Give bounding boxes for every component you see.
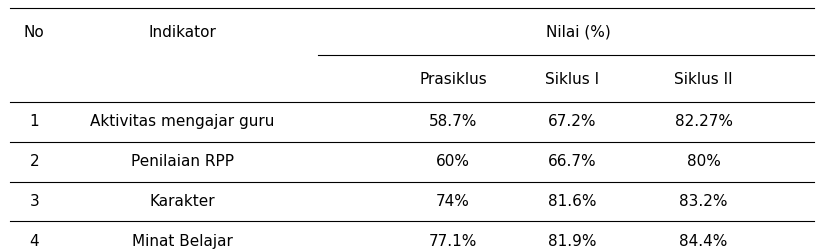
- Text: 58.7%: 58.7%: [428, 114, 477, 130]
- Text: 81.9%: 81.9%: [548, 234, 597, 249]
- Text: Penilaian RPP: Penilaian RPP: [130, 154, 233, 169]
- Text: Aktivitas mengajar guru: Aktivitas mengajar guru: [90, 114, 274, 130]
- Text: 1: 1: [30, 114, 39, 130]
- Text: No: No: [24, 25, 44, 40]
- Text: 83.2%: 83.2%: [679, 194, 728, 209]
- Text: Karakter: Karakter: [149, 194, 215, 209]
- Text: Indikator: Indikator: [148, 25, 216, 40]
- Text: 81.6%: 81.6%: [548, 194, 597, 209]
- Text: 74%: 74%: [436, 194, 470, 209]
- Text: Siklus I: Siklus I: [545, 72, 599, 87]
- Text: Siklus II: Siklus II: [674, 72, 733, 87]
- Text: 66.7%: 66.7%: [548, 154, 597, 169]
- Text: Minat Belajar: Minat Belajar: [132, 234, 232, 249]
- Text: 4: 4: [30, 234, 39, 249]
- Text: 77.1%: 77.1%: [428, 234, 477, 249]
- Text: 67.2%: 67.2%: [548, 114, 597, 130]
- Text: 2: 2: [30, 154, 39, 169]
- Text: 82.27%: 82.27%: [675, 114, 733, 130]
- Text: Nilai (%): Nilai (%): [546, 25, 611, 40]
- Text: 60%: 60%: [436, 154, 470, 169]
- Text: 84.4%: 84.4%: [679, 234, 728, 249]
- Text: 80%: 80%: [686, 154, 720, 169]
- Text: 3: 3: [30, 194, 39, 209]
- Text: Prasiklus: Prasiklus: [419, 72, 487, 87]
